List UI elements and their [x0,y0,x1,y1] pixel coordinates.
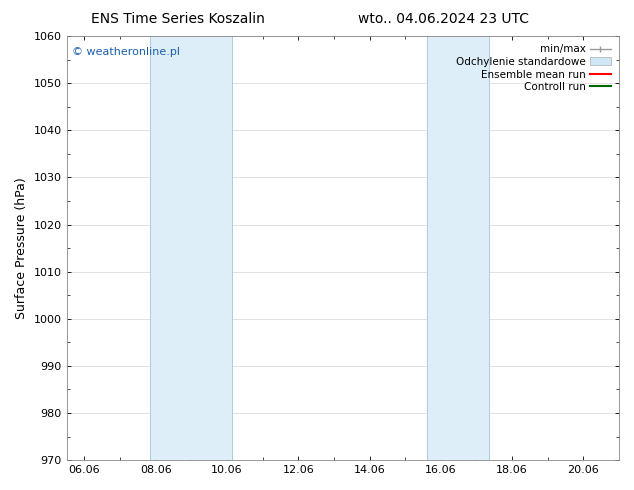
Bar [150,36,232,460]
Text: ENS Time Series Koszalin: ENS Time Series Koszalin [91,12,264,26]
Bar [427,36,489,460]
Legend: min/max, Odchylenie standardowe, Ensemble mean run, Controll run: min/max, Odchylenie standardowe, Ensembl… [453,41,614,96]
Y-axis label: Surface Pressure (hPa): Surface Pressure (hPa) [15,177,28,319]
Text: © weatheronline.pl: © weatheronline.pl [72,47,180,57]
Text: wto.. 04.06.2024 23 UTC: wto.. 04.06.2024 23 UTC [358,12,529,26]
